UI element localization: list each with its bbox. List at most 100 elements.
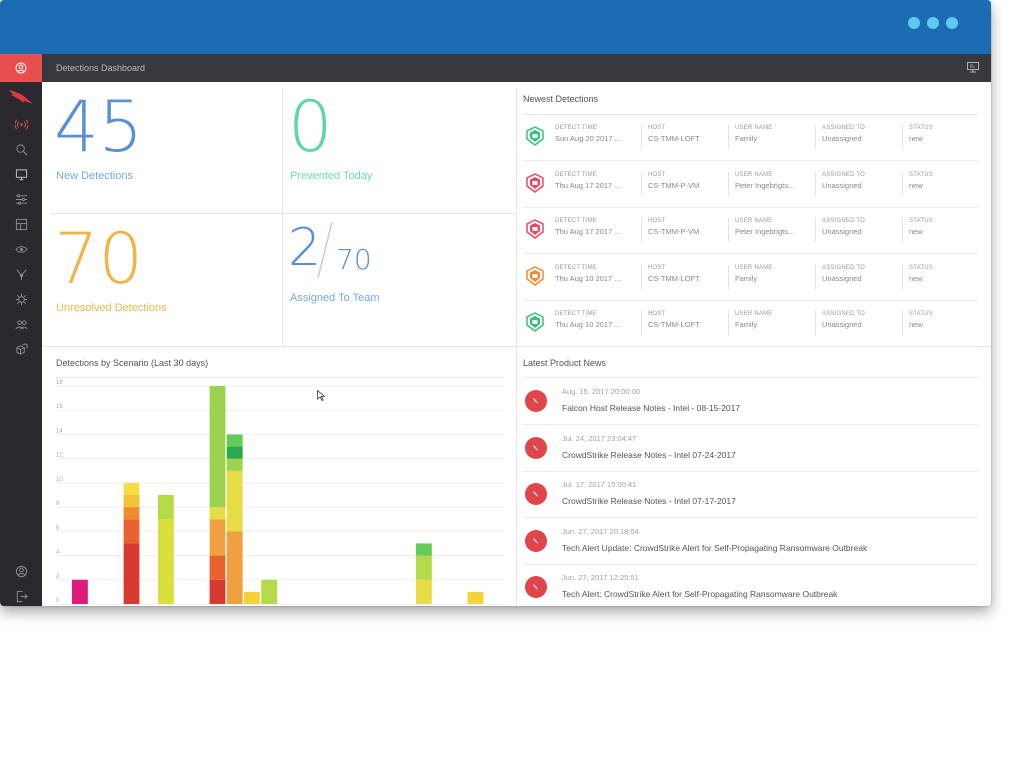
sidebar-item-dashboards[interactable]: [0, 212, 42, 237]
sidebar-item-logout[interactable]: [0, 584, 42, 606]
bar-segment[interactable]: [209, 519, 226, 556]
bar-segment[interactable]: [123, 495, 140, 508]
prevented-today-label: Prevented Today: [290, 170, 373, 182]
detection-row[interactable]: Detect Time Thu Aug 10 2017 ... Host CS-TMM…: [523, 300, 978, 347]
news-date: Aug. 15, 2017 20:00:00: [562, 387, 640, 396]
news-link[interactable]: CrowdStrike Release Notes - Intel 07-24-…: [562, 449, 736, 460]
sidebar-item-activity[interactable]: [0, 112, 42, 137]
detection-status-cell: Status new: [902, 218, 933, 242]
y-tick-label: 18: [56, 380, 63, 386]
cubes-icon: [15, 343, 28, 355]
newest-detections-title: Newest Detections: [523, 94, 599, 104]
app-window: Detections Dashboard 45 New Detections 0…: [0, 0, 991, 606]
bar-segment[interactable]: [123, 507, 140, 520]
news-link[interactable]: Tech Alert: CrowdStrike Alert for Self-P…: [562, 589, 838, 599]
bar-segment[interactable]: [467, 591, 484, 604]
falcon-logo[interactable]: [0, 82, 42, 112]
column-header: Status: [909, 264, 933, 271]
cell-value: Unassigned: [822, 273, 862, 283]
sidebar-item-threat-intel[interactable]: [0, 287, 42, 312]
sidebar-item-discover[interactable]: [0, 237, 42, 262]
sidebar-item-investigate[interactable]: [0, 137, 42, 162]
cell-value: Family: [735, 273, 758, 283]
column-header: User Name: [735, 218, 773, 224]
bar-segment[interactable]: [209, 579, 226, 604]
bar-segment[interactable]: [416, 543, 432, 556]
detection-row[interactable]: Detect Time Sun Aug 20 2017 ... Host CS-TMM…: [523, 114, 978, 161]
bar-segment[interactable]: [123, 482, 140, 495]
bar-segment[interactable]: [209, 507, 226, 520]
cell-value: new: [909, 134, 923, 143]
news-date: Jun. 27, 2017 12:25:51: [562, 573, 639, 582]
bar-segment[interactable]: [123, 519, 140, 544]
detection-time-cell: Detect Time Thu Aug 10 2017 ...: [555, 265, 620, 283]
column-header: Detect Time: [555, 218, 597, 224]
detection-row[interactable]: Detect Time Thu Aug 10 2017 ... Host CS-TMM…: [523, 254, 978, 301]
news-link[interactable]: CrowdStrike Release Notes - Intel 07-17-…: [562, 496, 736, 506]
bar-segment[interactable]: [261, 579, 278, 604]
column-header: User Name: [735, 311, 773, 317]
cell-value: new: [909, 273, 923, 283]
cell-value: Thu Aug 17 2017 ...: [555, 180, 621, 190]
divider: [56, 377, 504, 378]
detection-user-cell: User Name Peter Ingebrigts...: [728, 171, 794, 196]
bar-segment[interactable]: [158, 495, 174, 520]
bar-segment[interactable]: [123, 543, 140, 604]
bar-segment[interactable]: [226, 458, 243, 471]
bar-segment[interactable]: [158, 519, 174, 604]
detections-chart: 0 2 4 6 8 10 12 14 16 18: [56, 380, 504, 605]
window-menu-dots[interactable]: [908, 17, 958, 29]
cell-value: Thu Aug 10 2017 ...: [555, 320, 621, 329]
sidebar-item-profile[interactable]: [0, 559, 42, 584]
bar-segment[interactable]: [226, 446, 243, 459]
bar-segment[interactable]: [244, 591, 260, 604]
sidebar-item-configuration[interactable]: [0, 187, 42, 212]
bar-segment[interactable]: [416, 579, 432, 604]
severity-shield-icon: [526, 126, 544, 146]
news-link[interactable]: Tech Alert Update: CrowdStrike Alert for…: [562, 542, 868, 553]
falcon-badge-icon: [525, 576, 547, 598]
monitor-icon[interactable]: [967, 62, 979, 73]
detection-row[interactable]: Detect Time Thu Aug 17 2017 ... Host CS-TMM…: [523, 207, 978, 254]
news-item[interactable]: Jun. 27, 2017 12:25:51 Tech Alert: CrowdS…: [523, 564, 978, 606]
sidebar-item-network[interactable]: [0, 262, 42, 287]
sidebar-item-hosts[interactable]: [0, 162, 42, 187]
falcon-badge-icon: [525, 390, 547, 412]
broadcast-icon: [14, 119, 28, 130]
column-header: Assigned To: [822, 125, 865, 131]
detection-user-cell: User Name Family: [728, 264, 772, 289]
news-link[interactable]: Falcon Host Release Notes - Intel - 08-1…: [562, 403, 741, 413]
assigned-total: 70: [336, 243, 372, 276]
falcon-badge-icon: [525, 483, 547, 505]
cell-value: CS-TMM-P-VM: [648, 180, 700, 190]
cell-value: Unassigned: [822, 180, 862, 190]
news-item[interactable]: Jul. 17, 2017 15:00:41 CrowdStrike Releas…: [523, 471, 978, 518]
detection-row[interactable]: Detect Time Thu Aug 17 2017 ... Host CS-TMM…: [523, 161, 978, 208]
cell-value: CS-TMM-LOFT: [648, 134, 700, 143]
new-detections-value: 45: [54, 86, 144, 168]
news-item[interactable]: Aug. 15, 2017 20:00:00 Falcon Host Releas…: [523, 378, 978, 425]
y-tick-label: 0: [56, 598, 60, 604]
divider: [523, 114, 978, 115]
user-account-button[interactable]: [0, 54, 42, 82]
cell-value: Unassigned: [822, 134, 862, 143]
bar-segment[interactable]: [226, 531, 243, 604]
detection-host-cell: Host CS-TMM-P-VM: [641, 171, 700, 196]
bar-segment[interactable]: [72, 579, 88, 604]
detection-user-cell: User Name Family: [728, 311, 772, 335]
bar-segment[interactable]: [226, 434, 243, 447]
bar-segment[interactable]: [209, 555, 226, 580]
column-header: Assigned To: [822, 171, 865, 178]
cell-value: new: [909, 320, 923, 329]
falcon-badge-icon: [525, 436, 547, 459]
bar-segment[interactable]: [209, 386, 226, 508]
column-header: Detect Time: [555, 264, 597, 271]
bar-segment[interactable]: [416, 555, 432, 580]
severity-shield-icon: [526, 312, 544, 332]
news-item[interactable]: Jun. 27, 2017 20:18:04 Tech Alert Update:…: [523, 518, 978, 565]
column-header: Host: [648, 171, 666, 178]
news-item[interactable]: Jul. 24, 2017 23:04:47 CrowdStrike Releas…: [523, 425, 978, 472]
bar-segment[interactable]: [226, 470, 243, 532]
sidebar-item-users[interactable]: [0, 312, 42, 337]
sidebar-item-apps[interactable]: [0, 337, 42, 362]
